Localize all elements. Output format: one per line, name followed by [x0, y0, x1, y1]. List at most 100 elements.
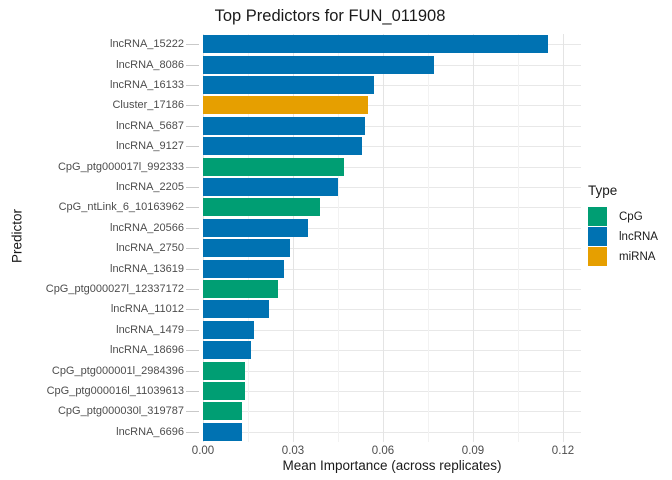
y-tick-label: CpG_ptg000017l_992333 — [57, 160, 184, 173]
gridline-x-major — [383, 34, 384, 442]
x-tick-label: 0.06 — [371, 445, 395, 457]
y-tick-label: lncRNA_11012 — [110, 303, 184, 316]
y-tick-label: lncRNA_2205 — [116, 181, 184, 193]
x-tick-label: 0.00 — [191, 445, 215, 457]
y-axis-tick — [186, 85, 199, 86]
gridline-y-major — [203, 431, 581, 433]
bar-lncRNA_2750 — [203, 239, 290, 258]
y-axis-tick — [186, 187, 199, 188]
legend-swatch-mirna — [588, 247, 607, 266]
bar-lncRNA_1479 — [203, 320, 254, 339]
gridline-y-major — [203, 268, 581, 270]
y-tick-label: Cluster_17186 — [112, 99, 184, 112]
y-axis-tick — [186, 350, 199, 352]
y-axis-tick — [186, 370, 199, 372]
y-axis-tick — [186, 268, 199, 270]
y-axis-tick — [186, 431, 199, 433]
gridline-x-minor — [518, 34, 519, 442]
gridline-y-major — [203, 350, 581, 352]
y-axis-tick — [186, 309, 199, 311]
bar-lncRNA_16133 — [203, 76, 374, 94]
y-tick-label: lncRNA_5687 — [116, 119, 184, 132]
legend-entry-mirna: miRNA — [588, 247, 658, 266]
y-axis-title: Predictor — [9, 208, 25, 264]
y-tick-label: lncRNA_8086 — [116, 58, 184, 71]
y-axis-tick — [186, 227, 199, 229]
chart-title: Top Predictors for FUN_011908 — [214, 7, 446, 25]
y-tick-label: lncRNA_13619 — [110, 262, 184, 275]
gridline-y-major — [203, 207, 581, 209]
gridline-y-major — [203, 411, 581, 413]
legend-title: Type — [588, 183, 618, 198]
x-tick-label: 0.12 — [551, 445, 575, 457]
legend-entries: CpG lncRNA miRNA — [588, 207, 658, 266]
y-tick-label: lncRNA_20566 — [110, 221, 184, 234]
y-tick-label: CpG_ptg000001l_2984396 — [51, 364, 184, 377]
y-axis-tick — [186, 248, 199, 250]
legend-label: miRNA — [619, 250, 656, 263]
bar-lncRNA_2205 — [203, 178, 338, 196]
y-axis-tick — [186, 329, 199, 331]
gridline-y-major — [203, 187, 581, 188]
gridline-y-major — [203, 309, 581, 311]
gridline-y-major — [203, 105, 581, 107]
y-axis-tick — [186, 391, 199, 392]
bar-lncRNA_13619 — [203, 259, 284, 278]
gridline-x-major — [293, 34, 294, 442]
bar-CpG_ptg000027l_12337172 — [203, 280, 278, 298]
gridline-x-major — [563, 34, 564, 442]
y-tick-label: CpG_ptg000027l_12337172 — [45, 283, 184, 295]
y-axis-tick — [186, 411, 199, 413]
gridline-x-minor — [248, 34, 249, 442]
legend-label: lncRNA — [619, 230, 658, 243]
gridline-x-minor — [428, 34, 429, 442]
legend-label: CpG — [619, 210, 643, 223]
bar-lncRNA_5687 — [203, 116, 365, 135]
y-tick-label: lncRNA_18696 — [110, 344, 184, 357]
gridline-y-major — [203, 329, 581, 331]
y-tick-label: CpG_ptg000016l_11039613 — [46, 385, 184, 397]
gridline-x-minor — [338, 34, 339, 442]
y-axis-tick — [186, 289, 199, 290]
y-axis-tick — [186, 207, 199, 209]
bar-lncRNA_15222 — [203, 35, 548, 54]
legend-entry-lncrna: lncRNA — [588, 227, 658, 246]
gridline-y-major — [203, 391, 581, 392]
bar-lncRNA_11012 — [203, 300, 269, 319]
bar-lncRNA_20566 — [203, 218, 308, 237]
gridline-y-major — [203, 289, 581, 290]
y-tick-label: lncRNA_16133 — [110, 79, 184, 91]
gridline-x-major — [473, 34, 474, 442]
y-tick-label: lncRNA_2750 — [116, 242, 184, 255]
bar-Cluster_17186 — [203, 96, 368, 115]
y-axis-tick — [186, 125, 199, 127]
bar-CpG_ptg000016l_11039613 — [203, 382, 245, 400]
gridline-y-major — [203, 125, 581, 127]
gridline-y-major — [203, 146, 581, 148]
y-tick-label: lncRNA_15222 — [110, 38, 184, 51]
bar-lncRNA_8086 — [203, 55, 434, 74]
bar-lncRNA_6696 — [203, 422, 242, 441]
gridline-x-major — [203, 34, 204, 442]
y-axis-tick — [186, 44, 199, 46]
gridline-y-major — [203, 248, 581, 250]
gridline-y-major — [203, 370, 581, 372]
y-tick-label: lncRNA_9127 — [116, 140, 184, 153]
y-tick-label: CpG_ntLink_6_10163962 — [58, 201, 184, 214]
y-axis-tick — [186, 146, 199, 148]
bar-CpG_ptg000017l_992333 — [203, 157, 344, 176]
y-axis-tick — [186, 64, 199, 66]
legend-swatch-cpg — [588, 207, 607, 226]
bar-lncRNA_18696 — [203, 341, 251, 360]
bar-CpG_ptg000030l_319787 — [203, 402, 242, 421]
bar-CpG_ntLink_6_10163962 — [203, 198, 320, 217]
x-axis-title: Mean Importance (across replicates) — [282, 458, 502, 473]
y-tick-label: lncRNA_1479 — [116, 323, 184, 336]
legend: Type CpG lncRNA miRNA — [588, 183, 658, 267]
gridline-y-major — [203, 166, 581, 168]
gridline-y-major — [203, 227, 581, 229]
bar-lncRNA_9127 — [203, 137, 362, 156]
x-tick-label: 0.09 — [461, 445, 485, 457]
y-tick-label: lncRNA_6696 — [116, 425, 184, 438]
